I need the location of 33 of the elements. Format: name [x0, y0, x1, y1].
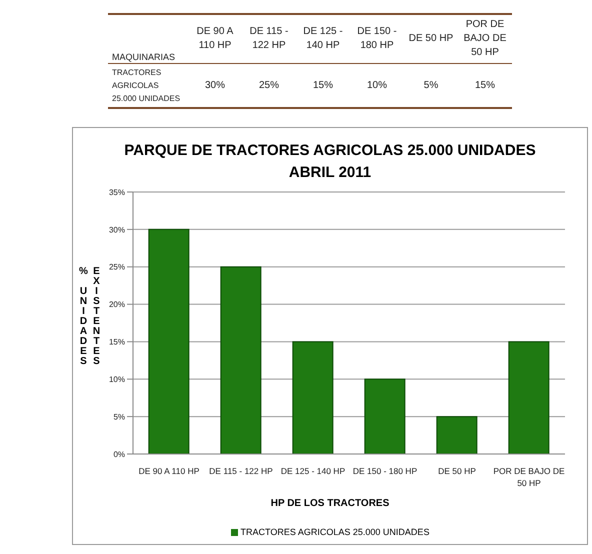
category-label: POR DE BAJO DE 50 HP	[464, 19, 506, 58]
category-label: DE 125 - 140 HP	[303, 26, 343, 51]
text: 5%	[422, 79, 440, 93]
category-label: DE 150 - 180 HP	[357, 26, 397, 51]
y-tick-label: 30%	[108, 225, 125, 234]
category-label: DE 50 HP	[408, 33, 454, 44]
x-tick-label: DE 150 - 180 HP	[352, 466, 418, 476]
y-tick-label: 35%	[108, 188, 125, 197]
y-tick-label: 15%	[108, 338, 125, 347]
category-label: DE 90 A 110 HP	[196, 26, 234, 51]
y-tick-label: 0%	[113, 450, 125, 459]
x-tick-label: DE 50 HP	[438, 466, 476, 476]
y-tick-label: 25%	[108, 262, 125, 272]
category-label: DE 115 - 122 HP	[250, 26, 288, 51]
y-axis-title: % UNIDADES EXISTENTES	[77, 266, 103, 368]
text: 15%	[474, 79, 496, 93]
y-tick-label: 5%	[113, 412, 125, 422]
chart-title: PARQUE DE TRACTORES AGRICOLAS 25.000 UNIDADES	[123, 141, 537, 161]
text: 10%	[366, 79, 388, 93]
chart-subtitle: ABRIL 2011	[288, 163, 372, 183]
y-tick-label: 20%	[108, 300, 125, 310]
x-axis-title: HP DE LOS TRACTORES	[270, 498, 390, 509]
x-tick-label: POR DE BAJO DE 50 HP	[493, 466, 565, 488]
x-tick-label: DE 90 A 110 HP	[138, 466, 200, 476]
legend-label: TRACTORES AGRICOLAS 25.000 UNIDADES	[240, 527, 430, 537]
text: 30%	[204, 79, 226, 93]
x-tick-label: DE 125 - 140 HP	[280, 466, 346, 476]
text: 15%	[312, 79, 334, 93]
x-tick-label: DE 115 - 122 HP	[209, 466, 274, 476]
text: 25%	[258, 79, 280, 93]
text: MAQUINARIAS	[111, 51, 176, 64]
y-tick-label: 10%	[108, 374, 125, 384]
text: TRACTORES AGRICOLAS 25.000 UNIDADES	[111, 67, 182, 105]
